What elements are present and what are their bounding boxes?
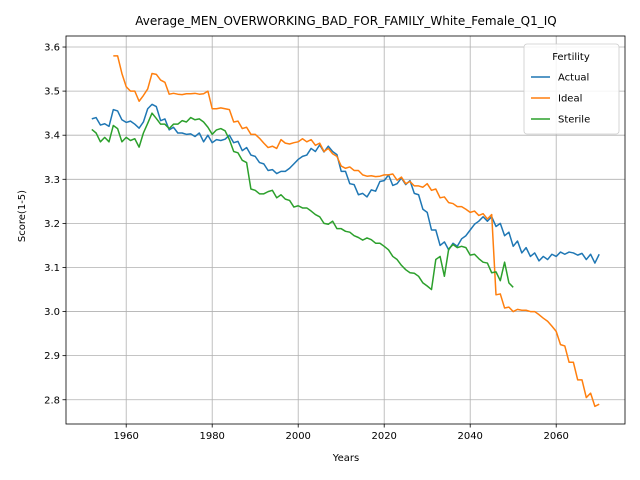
x-tick-label: 2020 (371, 431, 396, 442)
x-tick-label: 2000 (285, 431, 310, 442)
x-axis-label: Years (332, 453, 359, 464)
y-axis-label: Score(1-5) (17, 190, 28, 242)
y-axis-ticks: 2.8 2.9 3.0 3.1 3.2 3.3 3.4 3.5 3.6 (44, 43, 66, 406)
legend-entries: Actual Ideal Sterile (531, 73, 590, 126)
y-tick-label: 2.8 (44, 395, 60, 406)
y-tick-label: 3.0 (44, 307, 60, 318)
legend-label-actual: Actual (558, 73, 589, 84)
y-tick-label: 3.2 (44, 219, 60, 230)
legend: Fertility Actual Ideal Sterile (523, 43, 620, 135)
legend-label-ideal: Ideal (558, 94, 582, 105)
series-line-ideal (113, 55, 600, 408)
legend-title: Fertility (552, 52, 590, 63)
x-tick-label: 2060 (543, 431, 568, 442)
plot-frame (65, 35, 626, 425)
y-tick-label: 2.9 (44, 351, 60, 362)
series-line-actual (91, 103, 600, 264)
y-tick-label: 3.6 (44, 43, 60, 54)
y-tick-label: 3.4 (44, 131, 60, 142)
legend-box (523, 43, 620, 135)
y-tick-label: 3.1 (44, 263, 60, 274)
x-tick-label: 2040 (457, 431, 482, 442)
y-tick-label: 3.3 (44, 175, 60, 186)
chart-title: Average_MEN_OVERWORKING_BAD_FOR_FAMILY_W… (135, 14, 556, 28)
grid-lines (66, 36, 625, 424)
x-tick-label: 1960 (113, 431, 138, 442)
x-axis-ticks: 1960 1980 2000 2020 2040 2060 (113, 424, 569, 442)
series-line-sterile (91, 112, 514, 291)
series-lines (91, 55, 600, 408)
legend-label-sterile: Sterile (558, 115, 590, 126)
y-tick-label: 3.5 (44, 87, 60, 98)
x-tick-label: 1980 (199, 431, 224, 442)
